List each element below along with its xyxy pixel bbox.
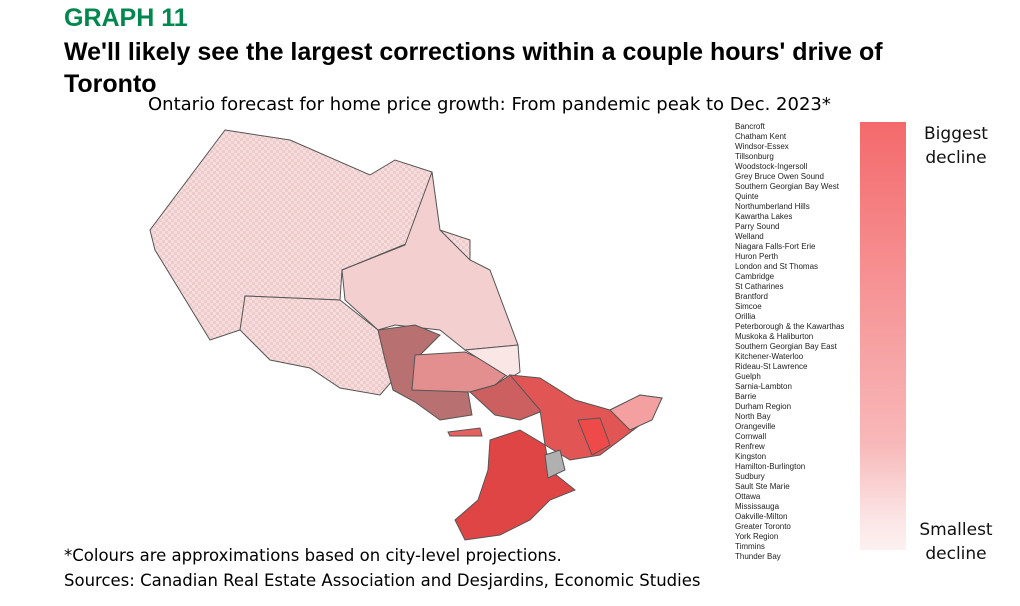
- region-name: Kingston: [735, 452, 767, 461]
- color-scale: [860, 122, 906, 550]
- region-name: Parry Sound: [735, 222, 780, 231]
- region-name: Greater Toronto: [735, 522, 791, 531]
- region-list: Bancroft Chatham Kent Windsor-Essex Tillson…: [735, 122, 844, 562]
- region-name: Guelph: [735, 372, 761, 381]
- region-island: [447, 427, 483, 437]
- region-name: St Catharines: [735, 282, 784, 291]
- subtitle: Ontario forecast for home price growth: …: [148, 94, 831, 115]
- region-name: Huron Perth: [735, 252, 779, 261]
- region-name: London and St Thomas: [735, 262, 819, 271]
- footnote: *Colours are approximations based on cit…: [64, 546, 562, 565]
- region-north: [149, 129, 471, 341]
- region-name: Peterborough & the Kawarthas: [735, 322, 845, 331]
- region-gta: [544, 449, 566, 479]
- region-name: Southern Georgian Bay East: [735, 342, 837, 351]
- region-name: Thunder Bay: [735, 552, 781, 561]
- region-name: Kawartha Lakes: [735, 212, 793, 221]
- region-kingston: [577, 417, 611, 456]
- region-name: North Bay: [735, 412, 771, 421]
- region-name: Renfrew: [735, 442, 765, 451]
- region-name: Southern Georgian Bay West: [735, 182, 839, 191]
- region-name: Tillsonburg: [735, 152, 774, 161]
- region-name: Quinte: [735, 192, 759, 201]
- region-name: Chatham Kent: [735, 132, 787, 141]
- region-name: Muskoka & Haliburton: [735, 332, 814, 341]
- region-name: Niagara Falls-Fort Erie: [735, 242, 816, 251]
- region-northeast: [341, 171, 519, 351]
- region-name: Welland: [735, 232, 764, 241]
- region-name: York Region: [735, 532, 779, 541]
- region-name: Oakville-Milton: [735, 512, 788, 521]
- region-name: Kitchener-Waterloo: [735, 352, 804, 361]
- region-name: Windsor-Essex: [735, 142, 789, 151]
- scale-top-label: Biggest decline: [924, 124, 988, 168]
- region-name: Ottawa: [735, 492, 761, 501]
- region-name: Sarnia-Lambton: [735, 382, 792, 391]
- region-name: Hamilton-Burlington: [735, 462, 806, 471]
- region-ottawa: [609, 394, 663, 431]
- graph-label: GRAPH 11: [64, 4, 188, 32]
- title: We'll likely see the largest corrections…: [64, 38, 883, 98]
- region-sudbury: [377, 324, 473, 421]
- region-name: Bancroft: [735, 122, 765, 131]
- region-northwest: [239, 295, 394, 396]
- region-name: Grey Bruce Owen Sound: [735, 172, 824, 181]
- region-name: Northumberland Hills: [735, 202, 810, 211]
- region-name: Durham Region: [735, 402, 792, 411]
- region-name: Cornwall: [735, 432, 767, 441]
- region-name: Rideau-St Lawrence: [735, 362, 808, 371]
- region-name: Orangeville: [735, 422, 776, 431]
- sources: Sources: Canadian Real Estate Associatio…: [64, 571, 701, 590]
- region-name: Brantford: [735, 292, 768, 301]
- region-name: Mississauga: [735, 502, 780, 511]
- region-name: Woodstock-Ingersoll: [735, 162, 808, 171]
- scale-bottom-label: Smallest decline: [919, 520, 993, 564]
- region-name: Barrie: [735, 392, 757, 401]
- map: [149, 129, 663, 541]
- region-name: Sudbury: [735, 472, 765, 481]
- region-name: Sault Ste Marie: [735, 482, 790, 491]
- region-name: Simcoe: [735, 302, 762, 311]
- region-name: Cambridge: [735, 272, 775, 281]
- region-name: Timmins: [735, 542, 765, 551]
- region-name: Orillia: [735, 312, 756, 321]
- region-east-north: [463, 344, 521, 379]
